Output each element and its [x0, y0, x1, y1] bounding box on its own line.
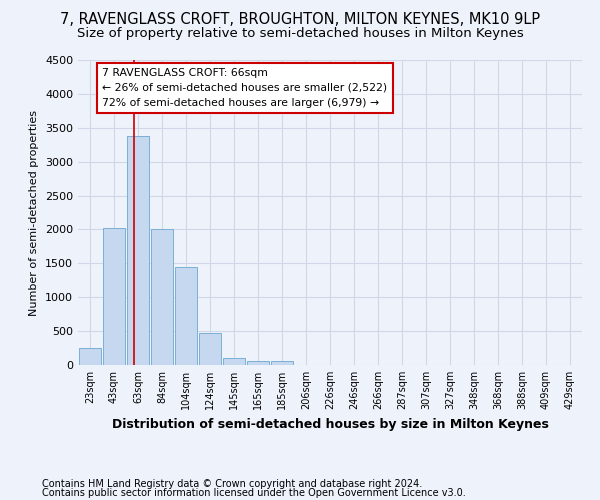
Bar [151, 230, 173, 365]
Bar [223, 358, 245, 365]
Text: Contains HM Land Registry data © Crown copyright and database right 2024.: Contains HM Land Registry data © Crown c… [42, 479, 422, 489]
Text: Size of property relative to semi-detached houses in Milton Keynes: Size of property relative to semi-detach… [77, 28, 523, 40]
Bar [247, 361, 269, 365]
Bar [79, 348, 101, 365]
Bar [175, 266, 197, 365]
Bar [103, 228, 125, 365]
Y-axis label: Number of semi-detached properties: Number of semi-detached properties [29, 110, 40, 316]
Text: 7, RAVENGLASS CROFT, BROUGHTON, MILTON KEYNES, MK10 9LP: 7, RAVENGLASS CROFT, BROUGHTON, MILTON K… [60, 12, 540, 28]
Text: 7 RAVENGLASS CROFT: 66sqm
← 26% of semi-detached houses are smaller (2,522)
72% : 7 RAVENGLASS CROFT: 66sqm ← 26% of semi-… [103, 68, 388, 108]
Bar [199, 333, 221, 365]
Bar [271, 361, 293, 365]
Bar [127, 136, 149, 365]
X-axis label: Distribution of semi-detached houses by size in Milton Keynes: Distribution of semi-detached houses by … [112, 418, 548, 430]
Text: Contains public sector information licensed under the Open Government Licence v3: Contains public sector information licen… [42, 488, 466, 498]
